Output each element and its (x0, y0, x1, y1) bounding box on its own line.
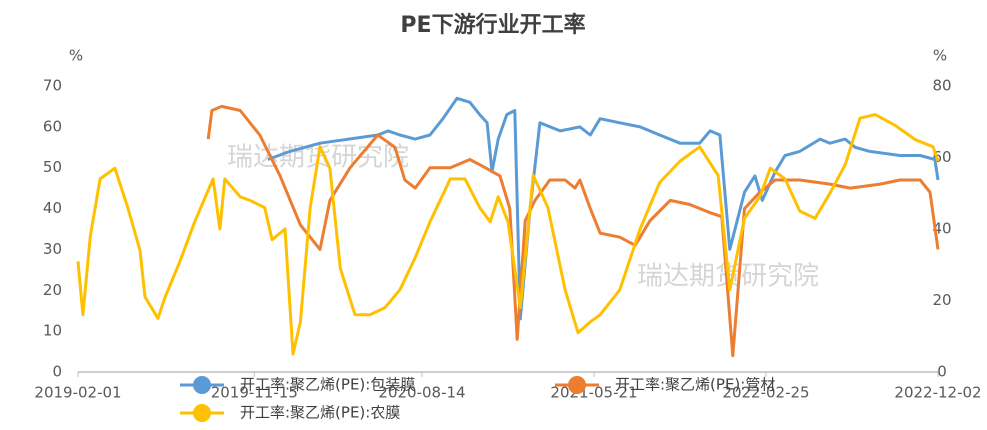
y-tick-label: 60 (43, 117, 62, 135)
legend-label: 开工率:聚乙烯(PE):管材 (615, 376, 775, 394)
legend-label: 开工率:聚乙烯(PE):农膜 (240, 404, 400, 422)
y-tick-label: 50 (43, 158, 62, 176)
y-tick-label: 0 (52, 363, 62, 381)
x-tick-label: 2022-12-02 (894, 384, 981, 402)
y2-tick-label: 20 (932, 291, 951, 309)
y2-tick-label: 0 (937, 363, 947, 381)
y-tick-label: 20 (43, 281, 62, 299)
y2-tick-label: 80 (932, 77, 951, 95)
legend-marker (193, 376, 211, 394)
series-line (206, 104, 940, 358)
y2-axis-unit: % (933, 47, 947, 65)
y2-tick-label: 60 (932, 148, 951, 166)
legend-marker (568, 376, 586, 394)
y2-tick-label: 40 (932, 220, 951, 238)
chart-title: PE下游行业开工率 (400, 12, 585, 38)
y-axis-unit: % (69, 47, 83, 65)
x-tick-label: 2022-02-25 (722, 384, 809, 402)
x-tick-label: 2019-11-15 (211, 384, 298, 402)
x-tick-label: 2019-02-01 (34, 384, 121, 402)
y-tick-label: 40 (43, 199, 62, 217)
legend-label: 开工率:聚乙烯(PE):包装膜 (240, 376, 415, 394)
series-line (76, 113, 940, 356)
series-line (267, 96, 940, 321)
y-tick-label: 10 (43, 322, 62, 340)
y-tick-label: 70 (43, 77, 62, 95)
legend-marker (193, 404, 211, 422)
y-tick-label: 30 (43, 240, 62, 258)
x-tick-label: 2020-08-14 (378, 384, 465, 402)
